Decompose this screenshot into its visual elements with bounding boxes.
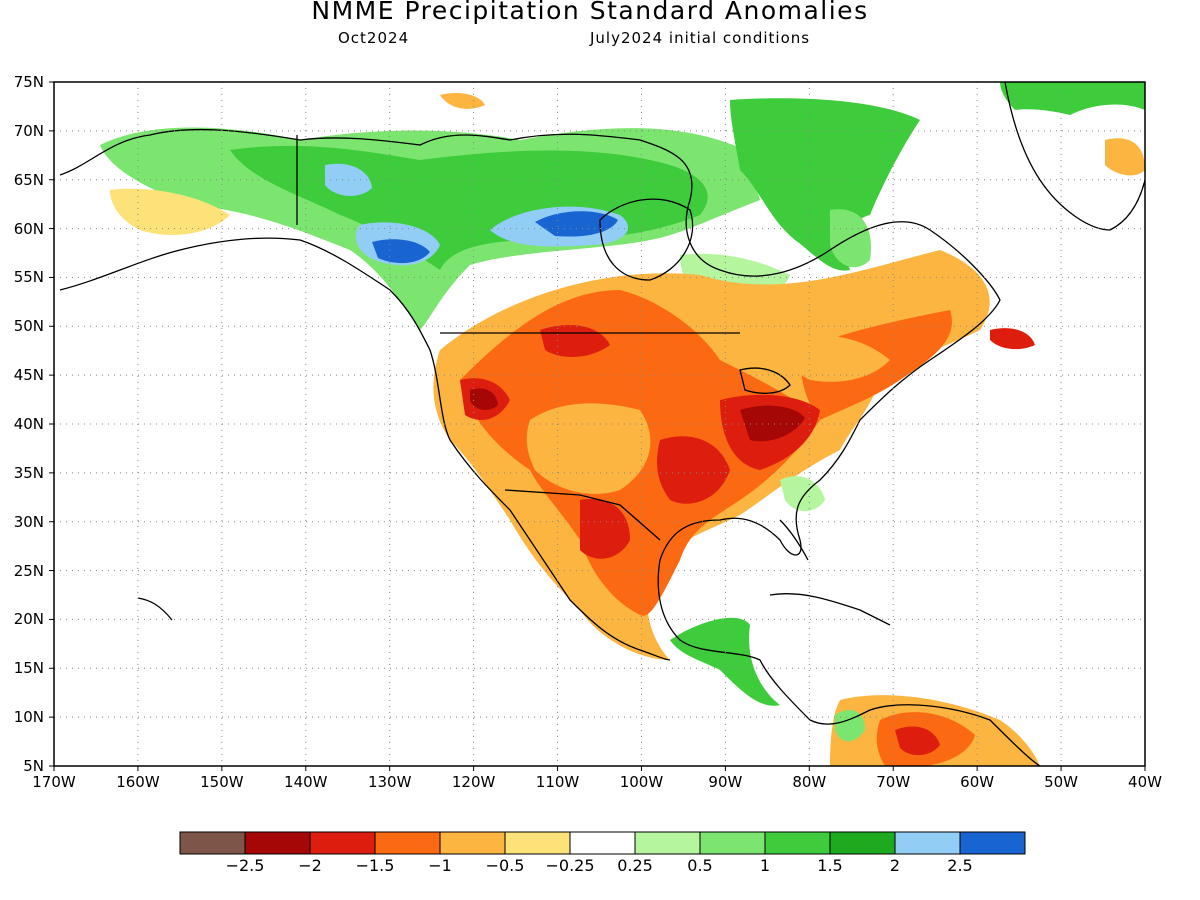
lon-label: 130W (367, 773, 412, 791)
great-lakes (739, 367, 791, 394)
lat-label: 40N (13, 415, 44, 433)
central-us-light (526, 403, 651, 494)
lon-label: 90W (708, 773, 743, 791)
colorbar-label: −2 (298, 856, 322, 875)
colorbar-swatch (959, 831, 1026, 855)
initial-conditions: July2024 initial conditions (590, 29, 811, 47)
lon-label: 60W (960, 773, 995, 791)
canada-blue-west (372, 239, 430, 264)
lat-label: 30N (13, 512, 44, 531)
alaska-top-orange (440, 93, 485, 109)
colorbar-label: −2.5 (225, 856, 265, 875)
colorbar-swatch (634, 831, 701, 855)
lon-label: 40W (1128, 773, 1162, 791)
lat-label: 75N (13, 73, 44, 91)
lat-label: 15N (13, 659, 44, 678)
lon-label: 120W (451, 773, 496, 791)
florida (779, 519, 809, 561)
ohio-valley-darkred (740, 405, 805, 442)
colorbar-swatch (244, 831, 311, 855)
lat-label: 55N (13, 268, 44, 287)
colorbar-swatch (764, 831, 831, 855)
anomaly-field (100, 82, 1145, 766)
north-america-coast (59, 128, 1041, 767)
texas-red (580, 499, 630, 559)
colorbar-swatch (374, 831, 441, 855)
lon-label: 150W (200, 773, 244, 791)
map-title: NMME Precipitation Standard Anomalies (311, 0, 869, 25)
lat-label: 5N (23, 757, 44, 775)
lat-label: 25N (13, 561, 44, 580)
lat-label: 45N (13, 366, 44, 385)
greenland-coast (1004, 81, 1146, 231)
colorbar-label: −0.5 (485, 856, 525, 875)
tick-marks (49, 81, 1146, 771)
colorbar-label: −1 (428, 856, 452, 875)
mexico-border (504, 489, 661, 541)
colorbar-swatch (699, 831, 766, 855)
colorbar-swatch (439, 831, 506, 855)
lon-label: 70W (876, 773, 911, 791)
northeast-light (780, 335, 890, 382)
canada-east-green (730, 98, 920, 271)
colorbar-label: −0.25 (545, 856, 595, 875)
colorbar-swatch (829, 831, 896, 855)
red-plains (657, 436, 730, 504)
central-america-green (670, 617, 780, 706)
lon-label: 160W (116, 773, 160, 791)
colorbar-swatch (894, 831, 961, 855)
colorbar-label: 0.5 (687, 856, 713, 875)
lat-label: 20N (13, 610, 44, 629)
lon-label: 170W (32, 773, 76, 791)
lon-label: 80W (792, 773, 827, 791)
colorbar-label: −1.5 (355, 856, 395, 875)
canada-blue-core (535, 211, 618, 237)
lat-label: 10N (13, 708, 44, 727)
lat-label: 35N (13, 463, 44, 482)
lon-label: 50W (1044, 773, 1079, 791)
caribbean-cuba (769, 593, 891, 626)
colorbar-swatch (504, 831, 571, 855)
lat-label: 60N (13, 219, 44, 238)
lon-label: 110W (535, 773, 580, 791)
colorbar-label: 0.25 (617, 856, 653, 875)
lon-label: 140W (284, 773, 328, 791)
alaska-south-light (110, 188, 230, 235)
colorbar-swatch (569, 831, 636, 855)
gridlines (54, 82, 1145, 766)
colorbar-label: 1 (759, 856, 771, 875)
colorbar (179, 831, 1026, 855)
greenland-orange (1105, 138, 1145, 176)
lat-label: 65N (13, 170, 44, 189)
colorbar-swatch (309, 831, 376, 855)
colorbar-label: 1.5 (817, 856, 843, 875)
sa-green (835, 710, 865, 742)
hawaii (137, 597, 173, 621)
hudson-bay (599, 198, 694, 281)
west-coast (59, 237, 671, 661)
colorbar-swatch (179, 831, 246, 855)
idaho-darkred (470, 388, 498, 411)
lon-label: 100W (619, 773, 664, 791)
sa-red (895, 726, 940, 756)
newfoundland-red (990, 328, 1035, 350)
lat-label: 50N (13, 317, 44, 336)
coastlines (59, 81, 1146, 767)
greenland-green (1000, 82, 1145, 115)
forecast-month: Oct2024 (338, 29, 410, 47)
colorbar-label: 2 (889, 856, 901, 875)
lat-label: 70N (13, 121, 44, 140)
colorbar-label: 2.5 (947, 856, 973, 875)
